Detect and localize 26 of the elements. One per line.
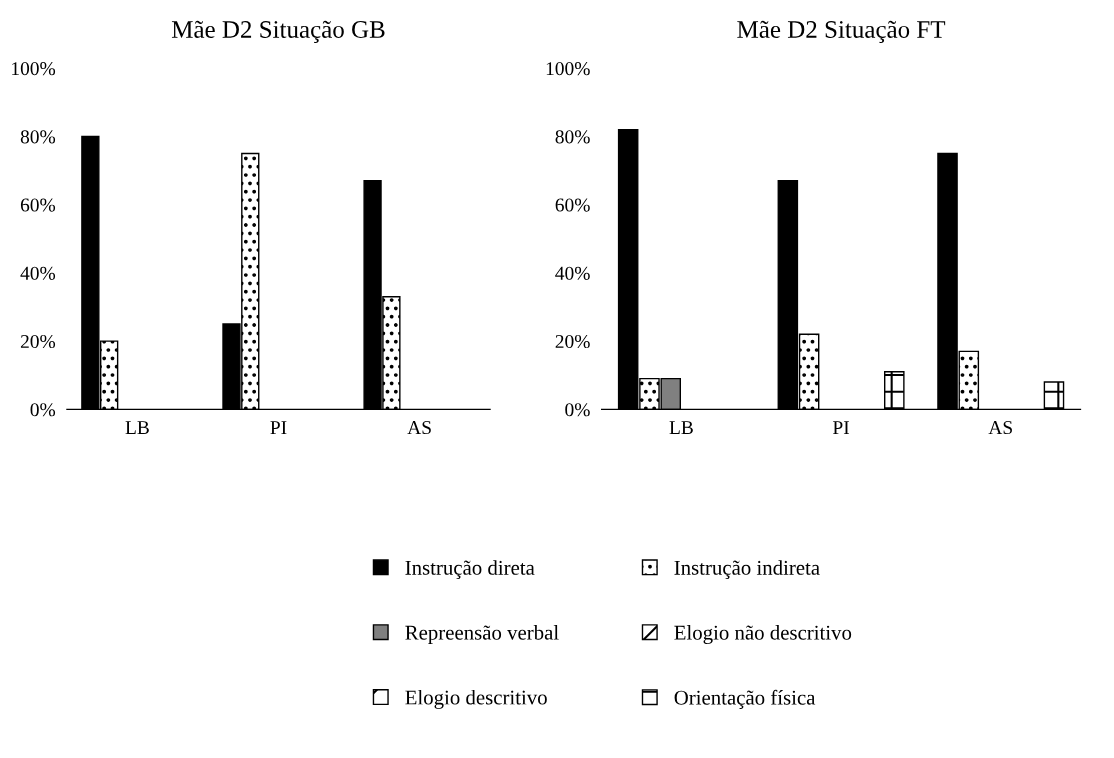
y-tick-label: 80% [555, 130, 590, 144]
y-tick-label: 40% [20, 266, 56, 280]
y-tick-label: 100% [12, 62, 56, 76]
y-tick-label: 60% [555, 198, 590, 212]
legend-label: Repreensão verbal [405, 625, 559, 644]
x-tick-label: LB [125, 421, 149, 434]
y-tick-label: 60% [20, 198, 56, 212]
y-tick-label: 100% [546, 62, 590, 76]
y-tick-label: 0% [30, 403, 56, 417]
x-tick-label: AS [988, 421, 1012, 435]
x-tick-label: AS [407, 421, 431, 435]
x-tick-label: LB [669, 421, 693, 434]
legend-label: Orientação física [674, 689, 816, 709]
chart-title: Mãe D2 Situação FT [737, 20, 946, 43]
legend-label: Elogio descritivo [405, 689, 547, 709]
legend-label: Instrução indireta [674, 560, 820, 580]
x-tick-label: PI [270, 421, 287, 434]
y-tick-label: 80% [20, 130, 56, 144]
legend-label: Elogio não descritivo [674, 625, 852, 644]
y-tick-label: 20% [20, 334, 56, 349]
y-tick-label: 0% [565, 403, 590, 417]
legend-label: Instrução direta [405, 560, 535, 580]
y-tick-label: 20% [555, 334, 590, 349]
chart-title: Mãe D2 Situação GB [171, 20, 385, 43]
y-tick-label: 40% [555, 266, 590, 280]
x-tick-label: PI [832, 421, 850, 434]
